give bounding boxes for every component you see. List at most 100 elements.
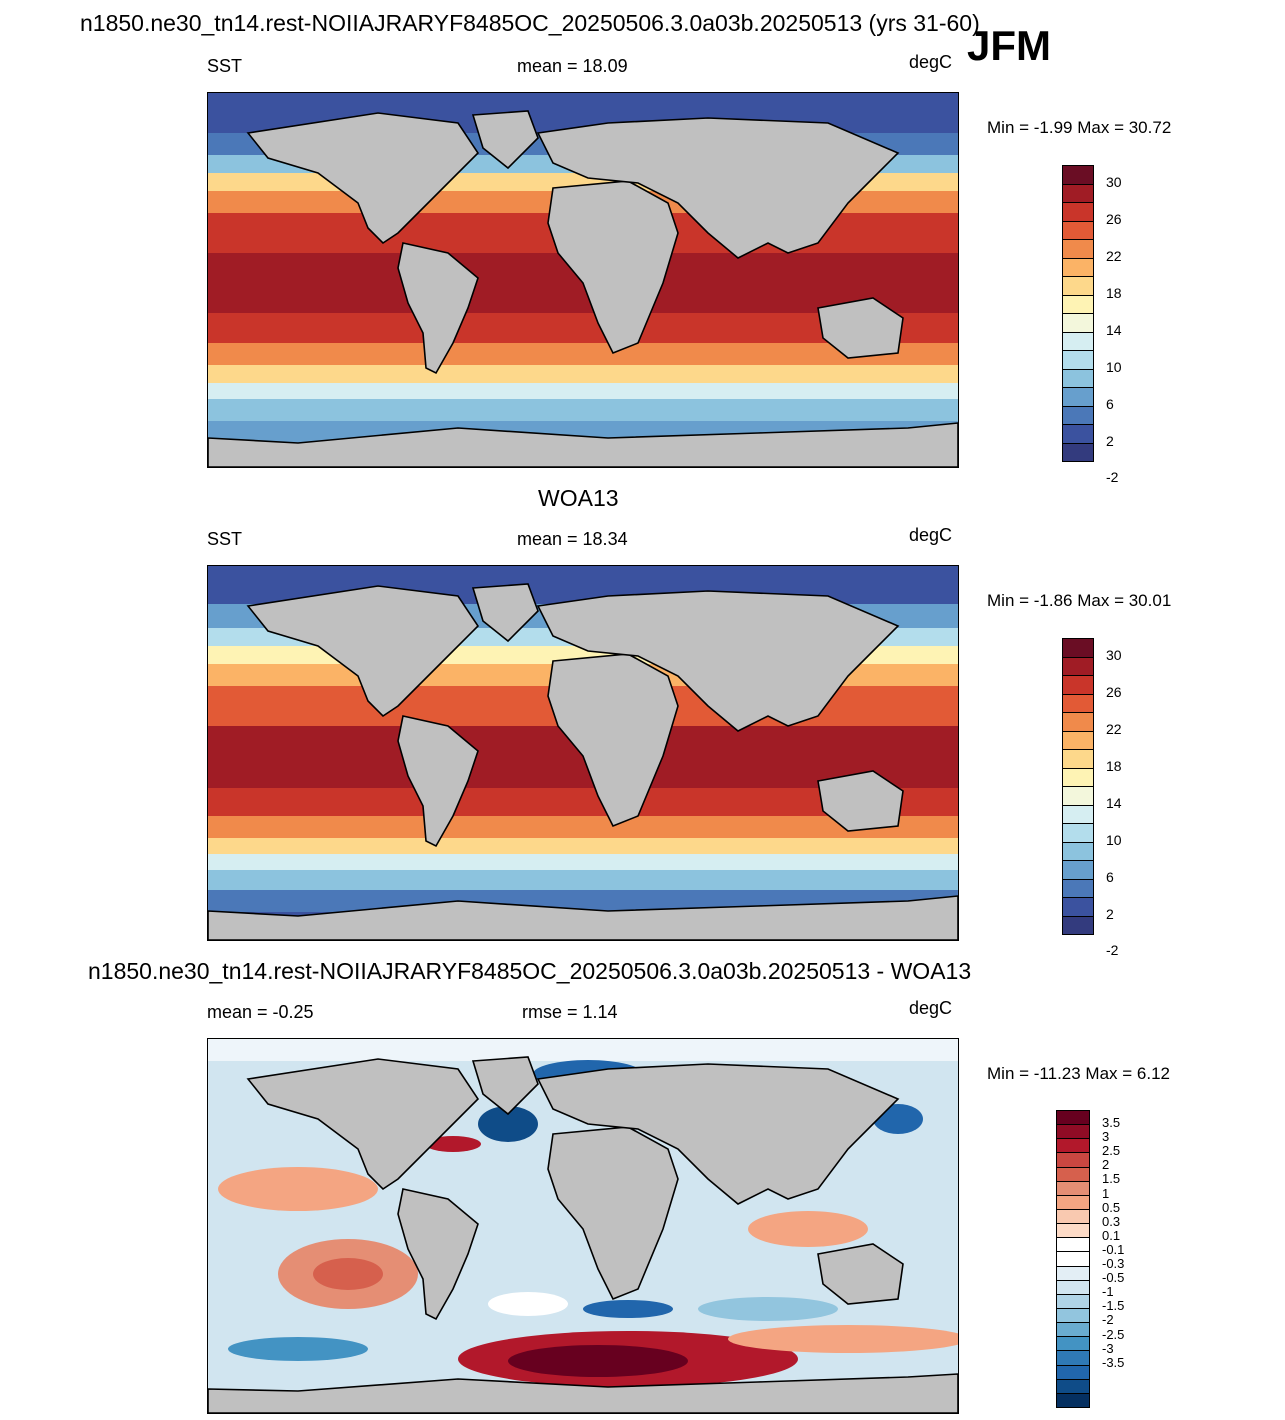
colorbar-swatch <box>1063 387 1093 406</box>
colorbar-swatch <box>1063 693 1093 712</box>
colorbar-swatch <box>1057 1364 1089 1379</box>
colorbar-swatch <box>1063 442 1093 461</box>
colorbar-swatch <box>1057 1279 1089 1294</box>
panel2-colorbar <box>1062 638 1094 935</box>
colorbar-swatch <box>1057 1293 1089 1308</box>
colorbar-swatch <box>1063 313 1093 332</box>
colorbar-swatch <box>1057 1251 1089 1266</box>
colorbar-swatch <box>1063 841 1093 860</box>
panel3-rmse-label: rmse = 1.14 <box>522 1002 618 1022</box>
colorbar-tick-label: 2 <box>1106 432 1114 449</box>
colorbar-swatch <box>1057 1194 1089 1209</box>
colorbar-tick-label: 10 <box>1106 358 1122 375</box>
panel3-colorbar <box>1056 1110 1090 1408</box>
colorbar-tick-label: -1 <box>1102 1284 1114 1300</box>
panel1-map-svg <box>208 93 958 467</box>
panel1-minmax-label: Min = -1.99 Max = 30.72 <box>987 118 1172 137</box>
figure-title: n1850.ne30_tn14.rest-NOIIAJRARYF8485OC_2… <box>80 10 980 36</box>
panel3-minmax-label: Min = -11.23 Max = 6.12 <box>987 1064 1171 1083</box>
colorbar-swatch <box>1063 860 1093 879</box>
colorbar-swatch <box>1063 897 1093 916</box>
colorbar-swatch <box>1063 166 1093 184</box>
panel3-map <box>207 1038 959 1414</box>
panel2-map <box>207 565 959 941</box>
colorbar-tick-label: -2 <box>1102 1312 1114 1328</box>
panel1-colorbar <box>1062 165 1094 462</box>
colorbar-swatch <box>1063 712 1093 731</box>
panel1-variable-label: SST <box>207 56 243 76</box>
colorbar-swatch <box>1063 368 1093 387</box>
colorbar-swatch <box>1057 1208 1089 1224</box>
colorbar-swatch <box>1057 1111 1089 1125</box>
colorbar-tick-label: -1.5 <box>1102 1298 1125 1314</box>
colorbar-swatch <box>1063 350 1093 369</box>
panel1-mean-label: mean = 18.09 <box>517 56 628 76</box>
colorbar-swatch <box>1063 405 1093 424</box>
colorbar-swatch <box>1063 424 1093 443</box>
panel2-minmax-label: Min = -1.86 Max = 30.01 <box>987 591 1172 610</box>
colorbar-tick-label: 0.3 <box>1102 1213 1121 1229</box>
colorbar-swatch <box>1057 1307 1089 1323</box>
colorbar-swatch <box>1063 730 1093 749</box>
colorbar-tick-label: 30 <box>1106 647 1122 664</box>
colorbar-tick-label: 2.5 <box>1102 1143 1121 1159</box>
colorbar-swatch <box>1057 1265 1089 1280</box>
colorbar-tick-label: -2.5 <box>1102 1326 1125 1342</box>
panel1-map <box>207 92 959 468</box>
colorbar-swatch <box>1057 1124 1089 1139</box>
colorbar-swatch <box>1063 823 1093 842</box>
colorbar-tick-label: 1 <box>1102 1185 1110 1201</box>
panel3-mean-label: mean = -0.25 <box>207 1002 314 1022</box>
colorbar-tick-label: 18 <box>1106 285 1122 302</box>
colorbar-swatch <box>1063 786 1093 805</box>
colorbar-swatch <box>1057 1392 1089 1407</box>
panel3-heading: n1850.ne30_tn14.rest-NOIIAJRARYF8485OC_2… <box>88 958 972 984</box>
colorbar-swatch <box>1063 749 1093 768</box>
colorbar-swatch <box>1063 239 1093 258</box>
colorbar-swatch <box>1063 675 1093 694</box>
colorbar-tick-label: 22 <box>1106 721 1122 738</box>
colorbar-tick-label: 1.5 <box>1102 1171 1121 1187</box>
colorbar-tick-label: 3 <box>1102 1129 1110 1145</box>
panel2-map-svg <box>208 566 958 940</box>
panel3-units-label: degC <box>909 998 953 1018</box>
colorbar-swatch <box>1063 294 1093 313</box>
colorbar-swatch <box>1057 1322 1089 1337</box>
colorbar-tick-label: -2 <box>1106 469 1119 486</box>
colorbar-tick-label: -0.1 <box>1102 1241 1125 1257</box>
panel2-variable-label: SST <box>207 529 243 549</box>
colorbar-swatch <box>1057 1166 1089 1181</box>
colorbar-swatch <box>1063 202 1093 221</box>
colorbar-tick-label: -0.5 <box>1102 1270 1125 1286</box>
panel3-map-svg <box>208 1039 958 1413</box>
colorbar-swatch <box>1063 656 1093 675</box>
colorbar-tick-label: 0.1 <box>1102 1227 1121 1243</box>
colorbar-swatch <box>1063 276 1093 295</box>
colorbar-swatch <box>1057 1350 1089 1365</box>
colorbar-tick-label: 2 <box>1106 905 1114 922</box>
colorbar-swatch <box>1063 257 1093 276</box>
colorbar-tick-label: 0.5 <box>1102 1199 1121 1215</box>
colorbar-tick-label: 6 <box>1106 395 1114 412</box>
colorbar-tick-label: -0.3 <box>1102 1256 1125 1272</box>
colorbar-tick-label: -2 <box>1106 942 1119 959</box>
colorbar-tick-label: 14 <box>1106 321 1122 338</box>
colorbar-swatch <box>1063 220 1093 239</box>
colorbar-swatch <box>1063 915 1093 934</box>
panel2-mean-label: mean = 18.34 <box>517 529 628 549</box>
colorbar-tick-label: -3.5 <box>1102 1354 1125 1370</box>
colorbar-swatch <box>1057 1336 1089 1351</box>
colorbar-swatch <box>1057 1152 1089 1167</box>
colorbar-tick-label: 30 <box>1106 174 1122 191</box>
colorbar-tick-label: 3.5 <box>1102 1115 1121 1131</box>
colorbar-tick-label: 2 <box>1102 1157 1110 1173</box>
colorbar-swatch <box>1057 1138 1089 1153</box>
colorbar-swatch <box>1063 331 1093 350</box>
colorbar-swatch <box>1057 1237 1089 1252</box>
colorbar-tick-label: 26 <box>1106 211 1122 228</box>
panel1-units-label: degC <box>909 52 953 72</box>
colorbar-tick-label: 22 <box>1106 248 1122 265</box>
colorbar-tick-label: 26 <box>1106 684 1122 701</box>
season-label: JFM <box>967 22 1051 69</box>
panel2-heading: WOA13 <box>538 485 619 511</box>
